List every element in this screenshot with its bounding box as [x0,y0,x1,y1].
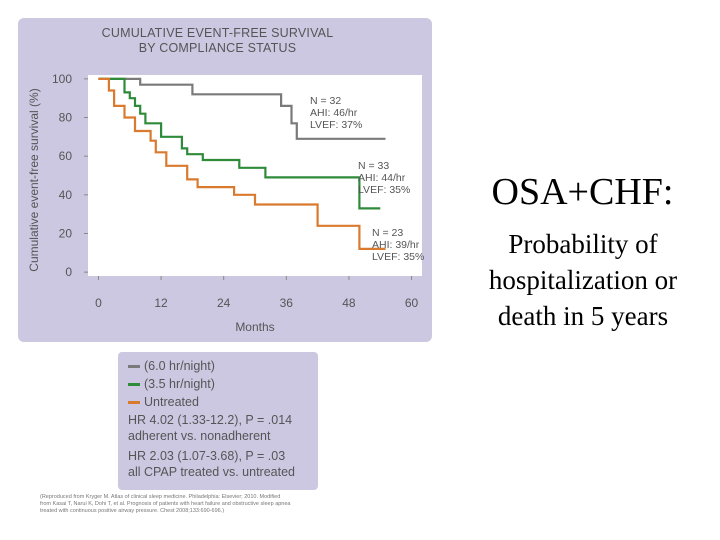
series-annotation-1-0: N = 33 [358,160,389,172]
legend-swatch-6hr [128,364,140,368]
chart-title: CUMULATIVE EVENT-FREE SURVIVAL BY COMPLI… [30,26,405,56]
x-tick-label-48: 48 [342,296,356,310]
slide-subheading-line-2: hospitalization or [488,265,678,295]
series-annotation-2-1: AHI: 39/hr [372,239,420,251]
chart-title-line-1: CUMULATIVE EVENT-FREE SURVIVAL [101,26,334,40]
legend-item-3-5hr: (3.5 hr/night) [128,376,215,392]
x-tick-label-24: 24 [217,296,231,310]
citation-line-3: treated with continuous positive airway … [40,508,225,514]
series-annotation-1-2: LVEF: 35% [358,184,410,196]
slide-subheading-line-3: death in 5 years [497,301,669,331]
citation: (Reproduced from Kryger M. Atlas of clin… [40,494,420,515]
citation-line-2: from Kasai T, Narui K, Dohi T, et al. Pr… [40,501,291,507]
legend-item-untreated: Untreated [128,394,199,410]
y-tick-label-60: 60 [59,149,73,163]
slide-subheading: Probability of hospitalization or death … [452,226,714,334]
series-line-2 [98,77,386,250]
slide-subheading-line-1: Probability of [508,229,658,259]
x-tick-label-60: 60 [405,296,419,310]
legend-label-untreated: Untreated [144,395,199,409]
series-annotation-0-0: N = 32 [310,95,341,107]
legend-swatch-untreated [128,400,140,404]
x-tick-label-0: 0 [95,296,102,310]
y-tick-label-40: 40 [59,188,73,202]
series-annotation-1-1: AHI: 44/hr [358,172,406,184]
y-tick-label-0: 0 [65,265,72,279]
series-annotation-0-2: LVEF: 37% [310,119,362,131]
legend-box: (6.0 hr/night) (3.5 hr/night) Untreated … [118,352,318,490]
legend-label-3-5hr: (3.5 hr/night) [144,377,215,391]
y-tick-label-20: 20 [59,226,73,240]
series-annotation-2-2: LVEF: 35% [372,251,424,263]
legend-label-6hr: (6.0 hr/night) [144,359,215,373]
series-annotation-0-1: AHI: 46/hr [310,107,358,119]
legend-swatch-3-5hr [128,382,140,386]
chart-title-line-2: BY COMPLIANCE STATUS [138,41,297,55]
y-tick-label-100: 100 [52,72,72,86]
series-line-1 [98,77,381,210]
series-annotation-2-0: N = 23 [372,227,403,239]
hr-line-2: adherent vs. nonadherent [128,429,271,443]
legend-item-6hr: (6.0 hr/night) [128,358,215,374]
y-tick-label-80: 80 [59,111,73,125]
hr-line-3: HR 2.03 (1.07-3.68), P = .03 [128,449,286,463]
hr-line-4: all CPAP treated vs. untreated [128,465,295,479]
x-axis-label: Months [235,320,274,334]
x-tick-label-36: 36 [280,296,294,310]
series-line-0 [98,77,386,140]
y-axis-label: Cumulative event-free survival (%) [27,88,41,271]
slide-heading: OSA+CHF: [491,171,674,213]
plot-area [88,75,422,276]
hr-line-1: HR 4.02 (1.33-12.2), P = .014 [128,413,293,427]
x-tick-label-12: 12 [154,296,168,310]
citation-line-1: (Reproduced from Kryger M. Atlas of clin… [40,494,281,500]
